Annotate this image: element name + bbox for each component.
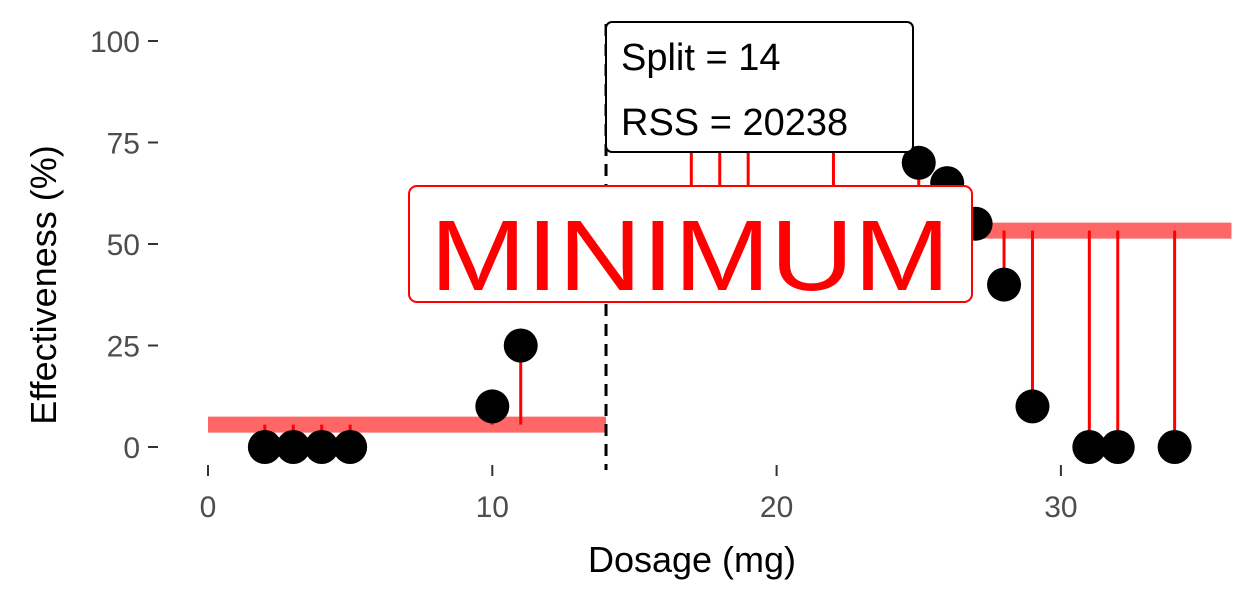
data-point — [276, 430, 311, 464]
x-axis: 0 10 20 30 — [200, 465, 1078, 524]
data-point — [1100, 430, 1135, 464]
annotation-split: Split = 14 — [621, 37, 781, 79]
data-point — [1015, 389, 1050, 424]
minimum-stamp-text: MINIMUM — [430, 200, 950, 312]
data-point — [333, 430, 368, 464]
data-point — [503, 328, 538, 363]
y-axis-title: Effectiveness (%) — [23, 145, 64, 424]
annotation-box: Split = 14 RSS = 20238 — [605, 21, 914, 153]
y-tick-label: 75 — [107, 128, 140, 161]
data-point — [247, 430, 282, 464]
y-tick-label: 25 — [107, 331, 140, 364]
y-axis: 0 25 50 75 100 — [90, 26, 158, 465]
y-tick-label: 0 — [123, 432, 140, 465]
minimum-stamp: MINIMUM — [408, 185, 973, 312]
data-point — [987, 267, 1022, 302]
data-point — [304, 430, 339, 464]
data-point — [1157, 430, 1192, 464]
data-point — [1072, 430, 1107, 464]
x-tick-label: 30 — [1044, 491, 1077, 524]
data-point — [901, 145, 936, 180]
data-point — [475, 389, 510, 424]
y-tick-label: 100 — [90, 26, 140, 59]
annotation-rss: RSS = 20238 — [621, 102, 848, 144]
y-tick-label: 50 — [107, 229, 140, 262]
x-tick-label: 0 — [200, 491, 217, 524]
x-tick-label: 10 — [476, 491, 509, 524]
x-axis-title: Dosage (mg) — [588, 539, 796, 580]
x-tick-label: 20 — [760, 491, 793, 524]
